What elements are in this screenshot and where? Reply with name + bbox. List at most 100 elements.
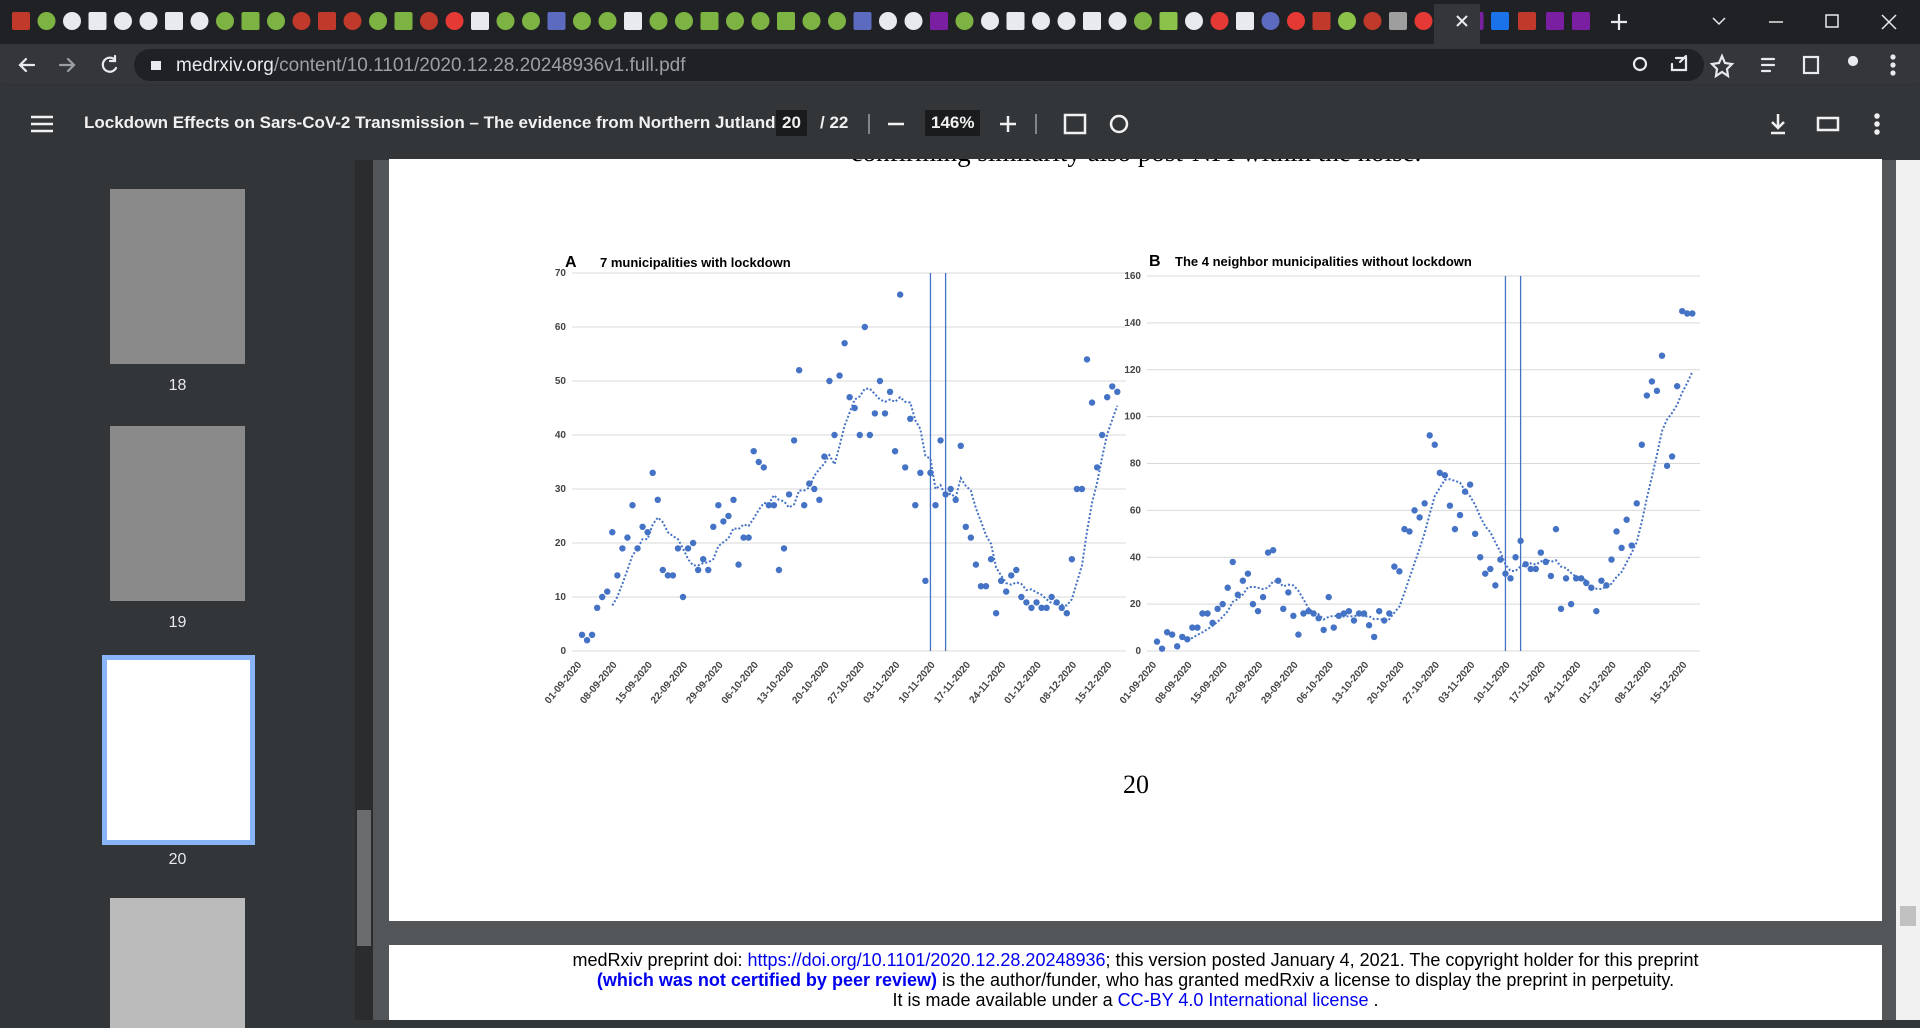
back-button[interactable]	[18, 57, 36, 73]
tab[interactable]	[598, 12, 617, 30]
tab[interactable]	[1491, 12, 1509, 30]
omnibox[interactable]	[134, 49, 1704, 81]
tab[interactable]	[216, 12, 234, 30]
tab[interactable]	[292, 12, 311, 30]
close-tab[interactable]	[1456, 15, 1468, 27]
data-point	[942, 491, 949, 498]
tab[interactable]	[700, 12, 719, 30]
tab[interactable]	[139, 12, 158, 30]
tab[interactable]	[445, 12, 464, 30]
tab[interactable]	[369, 12, 387, 30]
restore[interactable]	[1825, 14, 1839, 28]
close-window[interactable]	[1881, 14, 1897, 30]
tab[interactable]	[1287, 12, 1305, 30]
tab[interactable]	[1518, 12, 1536, 30]
tab[interactable]	[88, 12, 107, 30]
tab[interactable]	[522, 12, 540, 30]
tab[interactable]	[1363, 12, 1382, 30]
tab[interactable]	[318, 12, 336, 30]
tab[interactable]	[1159, 12, 1178, 30]
tab[interactable]	[114, 12, 132, 30]
tab[interactable]	[63, 12, 81, 30]
tab[interactable]	[394, 12, 413, 30]
tab[interactable]	[1572, 12, 1590, 30]
tab[interactable]	[165, 12, 183, 30]
page-input[interactable]: 20	[776, 110, 807, 136]
tab[interactable]	[420, 12, 438, 30]
tab[interactable]	[1210, 12, 1229, 30]
tab[interactable]	[496, 12, 515, 30]
rotate[interactable]	[1109, 114, 1129, 134]
reload-button[interactable]	[101, 54, 118, 73]
tab[interactable]	[853, 12, 872, 30]
side-panel[interactable]	[1802, 55, 1820, 75]
tab[interactable]	[904, 12, 923, 30]
forward-button[interactable]	[58, 57, 76, 73]
url[interactable]: medrxiv.org/content/10.1101/2020.12.28.2…	[176, 55, 686, 77]
tab[interactable]	[12, 12, 30, 30]
tab[interactable]	[1057, 12, 1076, 30]
nav-icons	[18, 53, 1896, 79]
tab[interactable]	[1083, 12, 1101, 30]
zoom-level[interactable]: 146%	[925, 110, 981, 136]
tab[interactable]	[1338, 12, 1356, 30]
license-link[interactable]: CC-BY 4.0 International license	[1117, 990, 1369, 1010]
thumbnail[interactable]	[110, 426, 245, 601]
new-tab[interactable]	[1611, 14, 1627, 30]
tab[interactable]	[37, 12, 56, 30]
tab[interactable]	[1261, 12, 1280, 30]
tab[interactable]	[1236, 12, 1254, 30]
tab[interactable]	[1134, 12, 1152, 30]
tab[interactable]	[777, 12, 795, 30]
bookmark-star[interactable]	[1709, 53, 1735, 79]
tab[interactable]	[1312, 12, 1331, 30]
thumbnail[interactable]	[110, 898, 245, 1028]
tab[interactable]	[573, 12, 591, 30]
tab-search[interactable]	[1712, 17, 1726, 26]
tab[interactable]	[1546, 12, 1564, 30]
tab[interactable]	[649, 12, 668, 30]
tab[interactable]	[1006, 12, 1025, 30]
zoom-in[interactable]	[1000, 116, 1016, 132]
tab[interactable]	[981, 12, 999, 30]
scroll-thumb[interactable]	[1900, 906, 1916, 926]
profile[interactable]	[1847, 55, 1859, 67]
doi-link[interactable]: https://doi.org/10.1101/2020.12.28.20248…	[747, 950, 1106, 970]
tab[interactable]	[1185, 12, 1203, 30]
tab[interactable]	[343, 12, 362, 30]
data-point	[1003, 588, 1010, 595]
share-icon[interactable]	[1670, 54, 1688, 72]
tab[interactable]	[624, 12, 642, 30]
tab[interactable]	[471, 12, 489, 30]
fit-page[interactable]	[1063, 113, 1087, 135]
menu-button[interactable]	[31, 115, 53, 133]
reading-list[interactable]	[1760, 57, 1776, 73]
tab[interactable]	[828, 12, 846, 30]
data-point	[851, 404, 858, 412]
scroll-thumb[interactable]	[357, 810, 371, 946]
tab[interactable]	[879, 12, 897, 30]
download[interactable]	[1771, 114, 1785, 135]
tab[interactable]	[802, 12, 821, 30]
data-point	[740, 534, 747, 541]
data-point	[1466, 481, 1474, 488]
tab[interactable]	[267, 12, 285, 30]
tab[interactable]	[1032, 12, 1050, 30]
tab[interactable]	[726, 12, 744, 30]
tab[interactable]	[1389, 12, 1407, 30]
active-tab[interactable]	[1434, 4, 1480, 44]
tab[interactable]	[190, 12, 209, 30]
tab[interactable]	[241, 12, 260, 30]
zoom-icon[interactable]	[1632, 56, 1648, 72]
tab[interactable]	[1108, 12, 1127, 30]
tab[interactable]	[751, 12, 770, 30]
thumbnail-selected[interactable]	[102, 655, 255, 845]
tab[interactable]	[675, 12, 693, 30]
thumbnail[interactable]	[110, 189, 245, 364]
tab[interactable]	[930, 12, 948, 30]
tab[interactable]	[955, 12, 974, 30]
y-tick-label: 120	[1124, 365, 1141, 376]
tab[interactable]	[547, 12, 566, 30]
print[interactable]	[1816, 116, 1840, 132]
tab[interactable]	[1414, 12, 1433, 30]
